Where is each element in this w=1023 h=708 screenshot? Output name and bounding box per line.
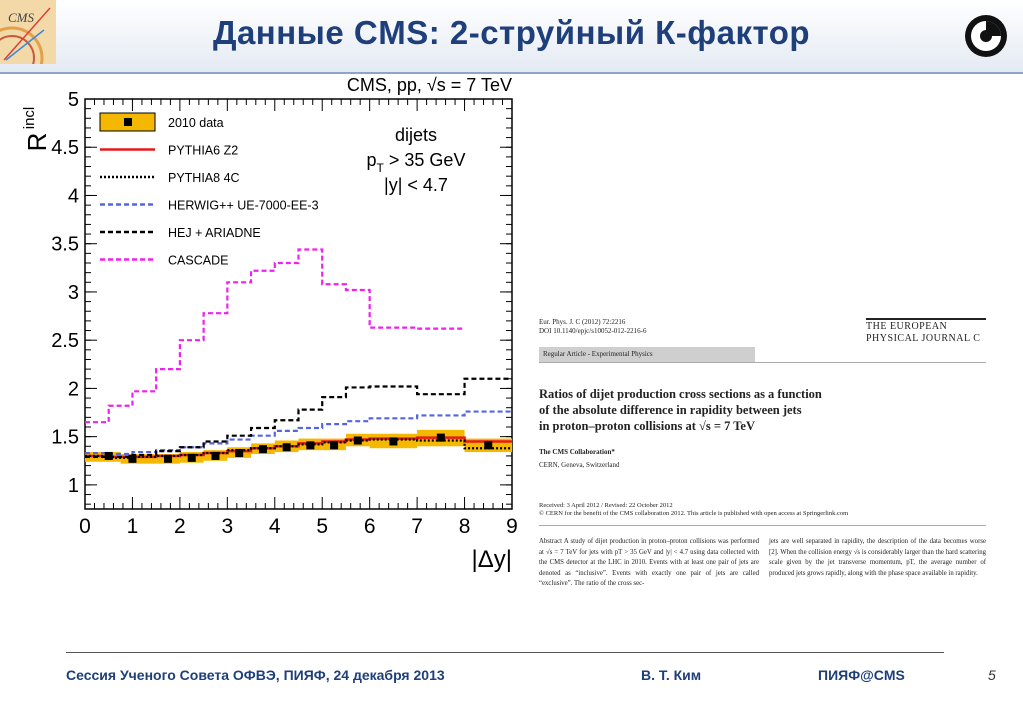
data-point: [128, 454, 137, 463]
received-date: Received: 3 April 2012 / Revised: 22 Oct…: [539, 502, 673, 509]
legend-label: CASCADE: [168, 254, 228, 268]
institution: CERN, Geneva, Switzerland: [539, 461, 620, 469]
legend-label: PYTHIA6 Z2: [168, 144, 238, 158]
footer-divider: [66, 652, 944, 653]
journal-name-line-2: PHYSICAL JOURNAL C: [866, 333, 981, 344]
y-tick-label: 3: [68, 282, 79, 304]
paper-excerpt: Eur. Phys. J. C (2012) 72:2216 DOI 10.11…: [530, 300, 990, 615]
journal-reference: Eur. Phys. J. C (2012) 72:2216: [539, 318, 626, 326]
journal-doi: DOI 10.1140/epjc/s10052-012-2216-6: [539, 327, 647, 335]
data-point: [306, 441, 315, 450]
data-point: [389, 437, 398, 446]
footer-group: ПИЯФ@CMS: [818, 667, 905, 683]
data-point: [187, 453, 196, 462]
data-uncertainty-band: [120, 454, 157, 464]
x-tick-label: 3: [221, 515, 233, 538]
series-line-cascade: [85, 248, 465, 424]
series-line-herwig-ue-7000-ee-3: [85, 410, 512, 456]
data-point: [282, 443, 291, 452]
collaboration: The CMS Collaboration*: [539, 448, 615, 456]
footer-session: Сессия Ученого Совета ОФВЭ, ПИЯФ, 24 дек…: [66, 667, 445, 683]
x-tick-label: 6: [364, 515, 376, 538]
y-tick-label: 4.5: [51, 137, 79, 159]
slide-header: CMS Данные CMS: 2-струйный К-фактор: [0, 0, 1023, 74]
copyright: © CERN for the benefit of the CMS collab…: [539, 510, 849, 517]
abstract-column-2: jets are well separated in rapidity, the…: [769, 538, 986, 577]
annotation-line: dijets: [395, 125, 437, 145]
paper-title-line-2: of the absolute difference in rapidity b…: [539, 403, 802, 417]
divider: [539, 525, 986, 526]
data-point: [330, 441, 339, 450]
x-tick-label: 1: [127, 515, 139, 538]
journal-meta: Eur. Phys. J. C (2012) 72:2216 DOI 10.11…: [539, 318, 646, 336]
annotation-line: pT > 35 GeV: [367, 150, 466, 175]
y-tick-label: 2.5: [51, 330, 79, 352]
legend-label: PYTHIA8 4C: [168, 171, 240, 185]
legend-label: HERWIG++ UE-7000-EE-3: [168, 199, 319, 213]
plot-frame: [84, 98, 513, 510]
series-line-hej-ariadne: [85, 377, 512, 459]
cms-logo-icon: CMS: [0, 0, 56, 64]
data-point: [235, 449, 244, 458]
article-type: Regular Article - Experimental Physics: [539, 347, 755, 362]
journal-name: THE EUROPEAN PHYSICAL JOURNAL C: [866, 318, 986, 345]
y-axis-label-superscript: incl: [21, 107, 38, 130]
page-title: Данные CMS: 2-струйный К-фактор: [212, 14, 811, 51]
data-point: [353, 436, 362, 445]
y-tick-label: 1.5: [51, 427, 79, 449]
divider: [539, 362, 986, 363]
legend-label: 2010 data: [168, 116, 224, 130]
x-tick-label: 2: [174, 515, 186, 538]
paper-title-line-1: Ratios of dijet production cross section…: [539, 387, 822, 401]
abstract-column-1: Abstract A study of dijet production in …: [539, 538, 759, 587]
y-tick-label: 2: [68, 378, 79, 400]
data-point: [484, 441, 493, 450]
y-tick-label: 4: [68, 185, 79, 207]
data-point: [436, 433, 445, 442]
x-axis-label: |Δy|: [472, 546, 513, 573]
y-tick-label: 3.5: [51, 234, 79, 256]
y-tick-label: 1: [68, 475, 79, 497]
x-tick-label: 0: [79, 515, 91, 538]
x-tick-label: 7: [411, 515, 423, 538]
y-axis-label: R: [22, 133, 52, 152]
institute-logo-icon: [965, 15, 1007, 57]
data-point: [258, 445, 267, 454]
footer-author: В. Т. Ким: [641, 667, 702, 683]
page-number: 5: [988, 667, 996, 683]
x-tick-label: 5: [316, 515, 328, 538]
legend-swatch-point: [124, 118, 132, 126]
legend-label: HEJ + ARIADNE: [168, 226, 261, 240]
dates: Received: 3 April 2012 / Revised: 22 Oct…: [539, 502, 986, 518]
y-tick-label: 5: [68, 89, 79, 111]
data-point: [164, 454, 173, 463]
x-tick-label: 8: [459, 515, 471, 538]
annotation-line: |y| < 4.7: [384, 175, 448, 195]
x-tick-label: 4: [269, 515, 281, 538]
svg-text:CMS: CMS: [8, 10, 35, 25]
paper-title: Ratios of dijet production cross section…: [539, 386, 979, 434]
chart-title: CMS, pp, √s = 7 TeV: [347, 75, 512, 95]
x-tick-label: 9: [506, 515, 518, 538]
data-point: [211, 451, 220, 460]
data-point: [104, 451, 113, 460]
paper-title-line-3: in proton–proton collisions at √s = 7 Te…: [539, 419, 755, 433]
journal-name-line-1: THE EUROPEAN: [866, 321, 948, 332]
